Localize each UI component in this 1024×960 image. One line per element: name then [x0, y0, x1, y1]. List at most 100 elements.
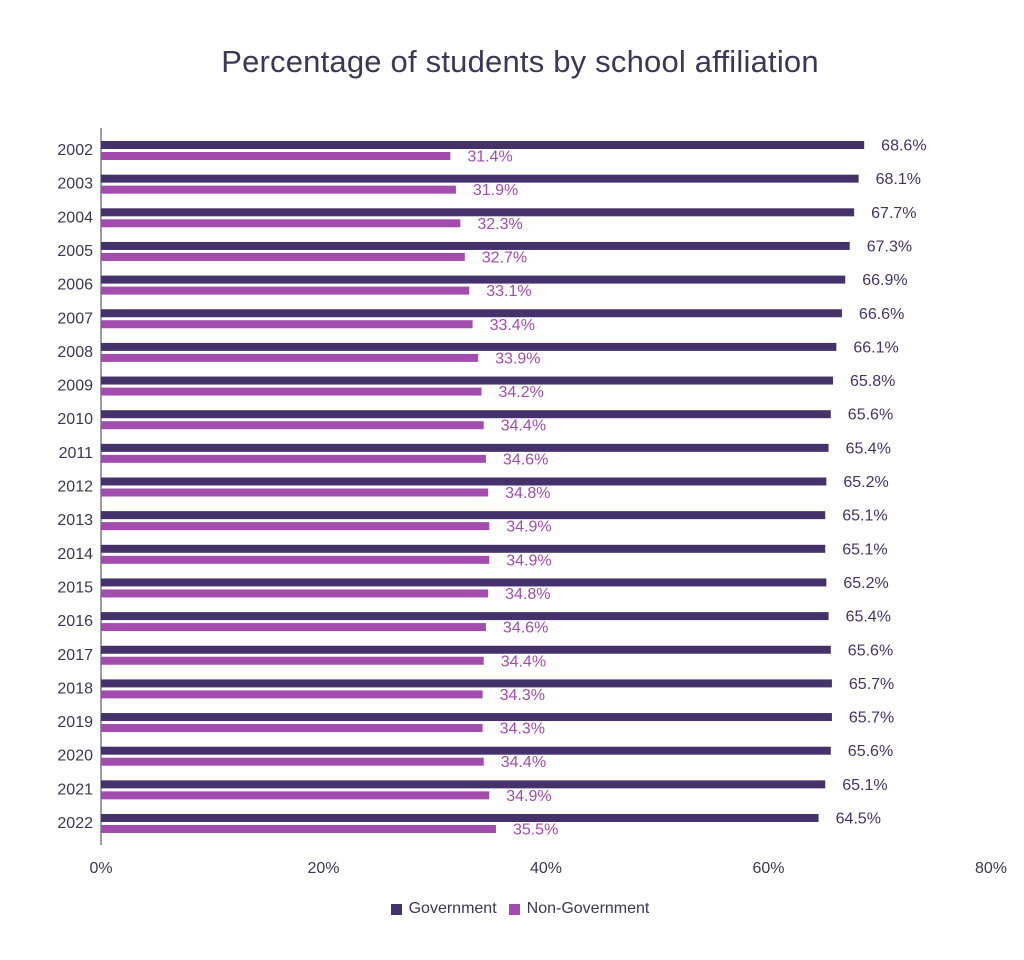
y-tick-label: 2020: [57, 748, 93, 765]
data-label-non-government: 34.4%: [501, 418, 546, 435]
legend-label-non-government: Non-Government: [526, 900, 650, 917]
bar-non-government: [101, 522, 490, 531]
data-label-government: 65.2%: [843, 575, 888, 592]
data-label-non-government: 34.9%: [506, 552, 551, 569]
bar-non-government: [101, 454, 486, 463]
data-label-non-government: 34.3%: [500, 721, 545, 738]
y-tick-label: 2017: [57, 647, 93, 664]
y-tick-label: 2015: [57, 579, 93, 596]
bar-non-government: [101, 656, 484, 665]
bar-government: [101, 275, 846, 284]
y-tick-label: 2005: [57, 243, 93, 260]
x-tick-label: 20%: [307, 860, 339, 877]
y-tick-label: 2010: [57, 411, 93, 428]
bar-government: [101, 309, 842, 318]
data-label-government: 65.2%: [843, 474, 888, 491]
data-label-non-government: 34.6%: [503, 620, 548, 637]
data-label-government: 65.8%: [850, 373, 895, 390]
bar-government: [101, 376, 834, 385]
y-tick-label: 2008: [57, 344, 93, 361]
data-label-government: 65.1%: [842, 541, 887, 558]
data-label-government: 65.6%: [848, 642, 893, 659]
y-tick-label: 2009: [57, 378, 93, 395]
data-label-non-government: 34.4%: [501, 653, 546, 670]
y-tick-label: 2002: [57, 142, 93, 159]
legend-item-non-government[interactable]: Non-Government: [508, 900, 650, 918]
data-label-government: 68.6%: [881, 138, 926, 155]
x-tick-label: 80%: [975, 860, 1007, 877]
bar-non-government: [101, 488, 489, 497]
data-label-non-government: 32.7%: [482, 249, 527, 266]
data-label-government: 65.6%: [848, 407, 893, 424]
data-label-government: 67.7%: [871, 205, 916, 222]
bar-government: [101, 713, 832, 722]
data-label-non-government: 34.8%: [505, 485, 550, 502]
data-label-non-government: 33.1%: [486, 283, 531, 300]
y-tick-label: 2006: [57, 277, 93, 294]
y-tick-label: 2018: [57, 680, 93, 697]
bar-non-government: [101, 589, 489, 598]
bar-government: [101, 746, 831, 755]
bar-government: [101, 679, 832, 688]
x-tick-label: 40%: [530, 860, 562, 877]
bar-non-government: [101, 791, 490, 800]
data-label-non-government: 34.4%: [501, 754, 546, 771]
data-label-non-government: 34.3%: [500, 687, 545, 704]
data-label-government: 65.6%: [848, 743, 893, 760]
legend-swatch-non-government: [508, 903, 520, 915]
data-label-government: 65.1%: [842, 777, 887, 794]
data-label-non-government: 34.9%: [506, 519, 551, 536]
y-tick-label: 2007: [57, 310, 93, 327]
data-label-government: 65.1%: [842, 508, 887, 525]
bar-government: [101, 780, 826, 789]
bar-non-government: [101, 185, 456, 194]
bar-non-government: [101, 353, 479, 362]
bar-government: [101, 141, 865, 149]
data-label-government: 65.4%: [846, 609, 891, 626]
bar-government: [101, 578, 827, 587]
data-label-government: 66.9%: [862, 272, 907, 289]
y-tick-label: 2003: [57, 176, 93, 193]
data-label-non-government: 32.3%: [477, 216, 522, 233]
legend-swatch-government: [390, 903, 402, 915]
bar-non-government: [101, 690, 483, 699]
bar-government: [101, 443, 829, 452]
bar-government: [101, 241, 850, 250]
bar-non-government: [101, 387, 482, 396]
bar-government: [101, 410, 831, 419]
data-label-non-government: 31.4%: [467, 149, 512, 166]
y-tick-label: 2014: [57, 546, 93, 563]
data-label-government: 65.7%: [849, 676, 894, 693]
bar-government: [101, 174, 859, 183]
bar-non-government: [101, 421, 484, 430]
legend-label-government: Government: [408, 900, 497, 917]
bar-non-government: [101, 219, 461, 228]
x-tick-label: 60%: [752, 860, 784, 877]
data-label-non-government: 33.4%: [490, 317, 535, 334]
data-label-non-government: 34.6%: [503, 451, 548, 468]
data-label-government: 64.5%: [836, 811, 881, 828]
data-label-government: 65.4%: [846, 440, 891, 457]
bar-non-government: [101, 152, 451, 160]
bar-non-government: [101, 757, 484, 766]
data-label-non-government: 33.9%: [495, 350, 540, 367]
bar-non-government: [101, 623, 486, 632]
legend-item-government[interactable]: Government: [390, 900, 497, 918]
data-label-non-government: 34.8%: [505, 586, 550, 603]
bar-non-government: [101, 825, 496, 833]
data-label-non-government: 31.9%: [473, 182, 518, 199]
y-tick-label: 2011: [59, 445, 94, 462]
bar-government: [101, 544, 826, 553]
bar-government: [101, 511, 826, 520]
bar-non-government: [101, 286, 470, 295]
bar-government: [101, 814, 819, 822]
bar-non-government: [101, 320, 473, 329]
data-label-government: 66.6%: [859, 306, 904, 323]
data-label-government: 65.7%: [849, 710, 894, 727]
x-tick-label: 0%: [89, 860, 112, 877]
bar-government: [101, 612, 829, 621]
y-tick-label: 2021: [57, 781, 93, 798]
y-tick-label: 2016: [57, 613, 93, 630]
